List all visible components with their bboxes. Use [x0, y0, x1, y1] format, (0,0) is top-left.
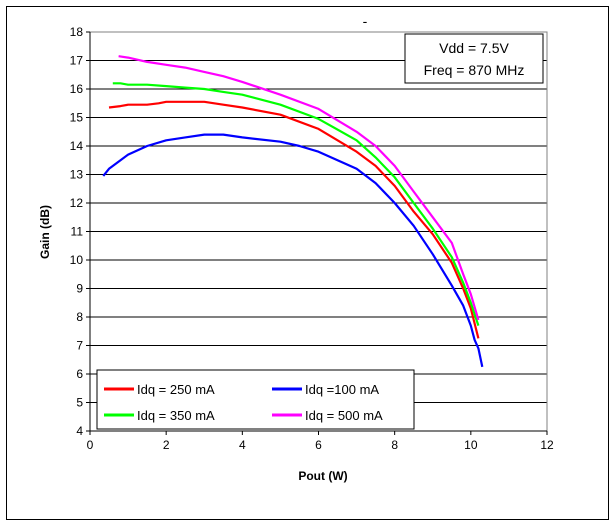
y-tick-label-4: 4 [76, 424, 83, 438]
x-axis-title: Pout (W) [298, 469, 347, 483]
x-tick-labels: 0 2 4 6 8 10 12 [87, 438, 554, 452]
y-tick-label-6: 6 [76, 367, 83, 381]
y-tick-label-8: 8 [76, 310, 83, 324]
series-lines [102, 55, 484, 368]
y-tick-label-18: 18 [70, 25, 84, 39]
series-line-3 [112, 82, 480, 326]
y-tick-label-12: 12 [70, 196, 84, 210]
x-tick-label-2: 2 [163, 438, 170, 452]
info-freq: Freq = 870 MHz [424, 62, 525, 78]
chart-title: - [363, 13, 368, 29]
y-tick-label-7: 7 [76, 339, 83, 353]
legend-label-3: Idq = 350 mA [137, 408, 215, 423]
x-tick-label-10: 10 [464, 438, 478, 452]
axes [86, 31, 548, 435]
info-box: Vdd = 7.5V Freq = 870 MHz [404, 33, 544, 84]
x-tick-label-12: 12 [540, 438, 554, 452]
info-vdd: Vdd = 7.5V [439, 40, 509, 56]
y-tick-label-15: 15 [70, 111, 84, 125]
y-tick-label-17: 17 [70, 54, 84, 68]
chart-frame: - 4 5 6 7 8 9 10 11 12 13 14 15 16 17 18 0 2 4 6 8 10 12 Gai… [6, 6, 609, 520]
x-tick-label-0: 0 [87, 438, 94, 452]
y-tick-label-9: 9 [76, 282, 83, 296]
legend-label-4: Idq = 500 mA [305, 408, 383, 423]
gain-vs-pout-chart: - 4 5 6 7 8 9 10 11 12 13 14 15 16 17 18 0 2 4 6 8 10 12 Gai… [38, 13, 554, 483]
legend: Idq = 250 mA Idq =100 mA Idq = 350 mA Idq =… [96, 369, 415, 430]
y-tick-label-14: 14 [70, 139, 84, 153]
y-tick-label-16: 16 [70, 82, 84, 96]
y-tick-label-11: 11 [71, 225, 84, 239]
y-tick-labels: 4 5 6 7 8 9 10 11 12 13 14 15 16 17 18 [70, 25, 84, 438]
y-axis-title: Gain (dB) [38, 205, 52, 259]
y-tick-label-5: 5 [76, 396, 83, 410]
y-tick-label-10: 10 [70, 253, 84, 267]
y-tick-label-13: 13 [70, 168, 84, 182]
series-line-4 [118, 55, 480, 321]
series-line-1 [108, 100, 480, 339]
x-tick-label-8: 8 [391, 438, 398, 452]
series-line-2 [102, 133, 484, 368]
x-tick-label-6: 6 [315, 438, 322, 452]
x-tick-label-4: 4 [239, 438, 246, 452]
legend-label-1: Idq = 250 mA [137, 382, 215, 397]
legend-label-2: Idq =100 mA [305, 382, 379, 397]
